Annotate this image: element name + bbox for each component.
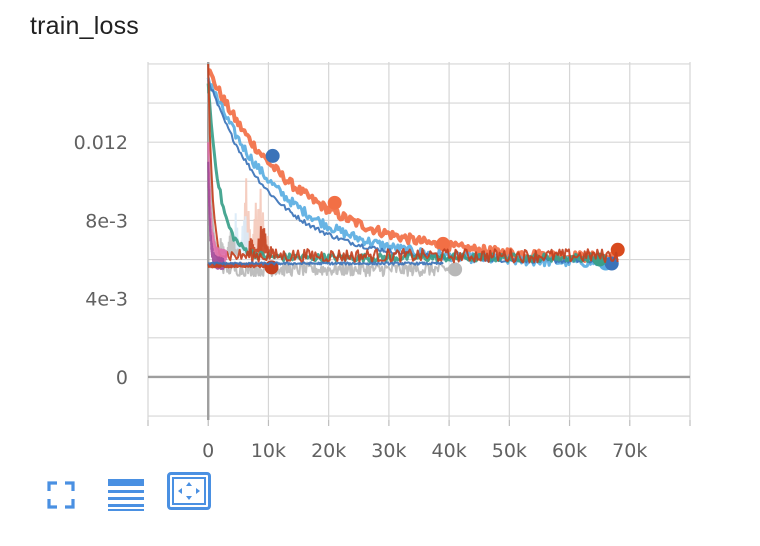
y-tick-label: 8e-3	[85, 210, 128, 232]
x-tick-label: 60k	[552, 440, 587, 462]
series-line[interactable]	[207, 161, 225, 271]
x-tick-label: 40k	[432, 440, 467, 462]
series-line[interactable]	[207, 261, 444, 266]
series-end-point[interactable]	[448, 262, 463, 277]
x-tick-label: 70k	[612, 440, 647, 462]
y-tick-label: 4e-3	[85, 289, 128, 311]
x-tick-label: 50k	[492, 440, 527, 462]
series-point[interactable]	[436, 236, 451, 251]
chart-toolbar	[38, 472, 238, 518]
series-line[interactable]	[207, 63, 619, 264]
y-tick-label: 0	[116, 367, 128, 389]
series-line[interactable]	[207, 262, 273, 269]
fullscreen-icon	[47, 481, 75, 509]
series-point[interactable]	[265, 148, 280, 163]
fit-domain-button[interactable]	[167, 472, 211, 510]
fullscreen-button[interactable]	[38, 472, 84, 518]
list-lines-icon	[108, 479, 144, 511]
series-line[interactable]	[207, 142, 228, 263]
x-tick-label: 0	[202, 440, 214, 462]
x-tick-label: 20k	[311, 440, 346, 462]
y-tick-label: 0.012	[74, 132, 128, 154]
series-end-point[interactable]	[610, 242, 625, 257]
series-point[interactable]	[327, 195, 342, 210]
series-line[interactable]	[207, 67, 619, 264]
series-end-point[interactable]	[604, 256, 619, 271]
chart-title: train_loss	[30, 12, 139, 40]
x-tick-label: 10k	[251, 440, 286, 462]
toggle-y-log-button[interactable]	[103, 472, 149, 518]
fit-to-data-icon	[172, 477, 206, 505]
x-tick-label: 30k	[371, 440, 406, 462]
